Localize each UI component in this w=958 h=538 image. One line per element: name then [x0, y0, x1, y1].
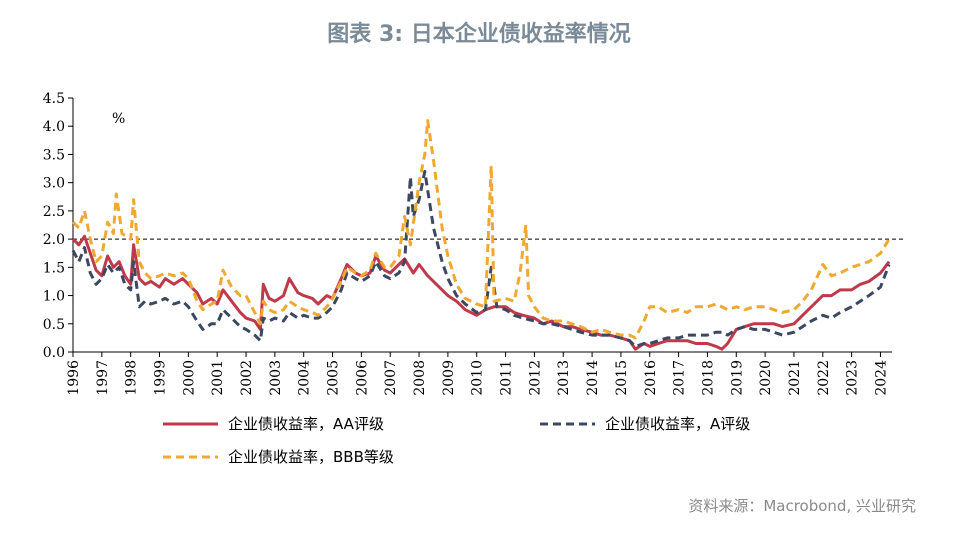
x-tick-label: 2017: [672, 360, 688, 396]
series-line-1: [71, 169, 891, 348]
source-note: 资料来源：Macrobond, 兴业研究: [688, 497, 916, 515]
x-tick-label: 2022: [816, 360, 832, 396]
y-tick-label: 2.0: [43, 232, 65, 248]
legend-label-2: 企业债收益率，BBB等级: [228, 448, 394, 466]
x-tick-label: 1999: [153, 360, 169, 396]
x-tick-label: 2024: [873, 360, 889, 396]
y-tick-label: 2.5: [43, 204, 65, 220]
y-tick-label: 1.5: [43, 260, 65, 276]
y-tick-label: 3.0: [43, 176, 65, 192]
x-tick-label: 2010: [470, 360, 486, 396]
x-tick-label: 2021: [787, 360, 803, 396]
x-tick-label: 2019: [729, 360, 745, 396]
y-tick-label: 3.5: [43, 147, 65, 163]
series-line-0: [71, 234, 891, 351]
x-tick-label: 2018: [700, 360, 716, 396]
x-tick-label: 2013: [556, 360, 572, 396]
chart-title: 图表 3: 日本企业债收益率情况: [327, 22, 631, 47]
y-axis: 0.0 0.5 1.0 1.5 2.0 2.5 3.0 3.5 4.0 4.5: [43, 91, 74, 361]
x-tick-label: 2005: [326, 360, 342, 396]
series-line-2: [71, 119, 891, 340]
x-tick-label: 2004: [297, 360, 313, 396]
x-tick-label: 2008: [412, 360, 428, 396]
x-tick-label: 2016: [643, 360, 659, 396]
x-tick-label: 2001: [210, 360, 226, 396]
x-tick-label: 2007: [383, 360, 399, 396]
x-tick-label: 2009: [441, 360, 457, 396]
x-tick-label: 2006: [354, 360, 370, 396]
x-tick-label: 1996: [66, 360, 82, 396]
x-tick-label: 2002: [239, 360, 255, 396]
series-layer: [71, 119, 891, 351]
y-tick-label: 0.5: [43, 317, 65, 333]
y-tick-label: 1.0: [43, 289, 65, 305]
legend-label-0: 企业债收益率，AA评级: [228, 415, 384, 433]
x-tick-label: 1997: [95, 360, 111, 396]
x-tick-label: 2011: [499, 360, 515, 396]
x-tick-label: 2014: [585, 360, 601, 396]
x-tick-label: 2015: [614, 360, 630, 396]
y-tick-label: 4.5: [43, 91, 65, 107]
x-tick-label: 2020: [758, 360, 774, 396]
x-tick-label: 2012: [527, 360, 543, 396]
x-tick-label: 2003: [268, 360, 284, 396]
y-tick-label: 0.0: [43, 345, 65, 361]
y-unit-label: %: [112, 111, 125, 127]
y-tick-label: 4.0: [43, 119, 65, 135]
x-tick-label: 1998: [124, 360, 140, 396]
legend-label-1: 企业债收益率，A评级: [605, 415, 750, 433]
x-tick-label: 2000: [181, 360, 197, 396]
x-axis: 1996 1997 1998 1999 2000 2001 2002 2003 2004 2005…: [66, 351, 892, 396]
x-tick-label: 2023: [845, 360, 861, 396]
